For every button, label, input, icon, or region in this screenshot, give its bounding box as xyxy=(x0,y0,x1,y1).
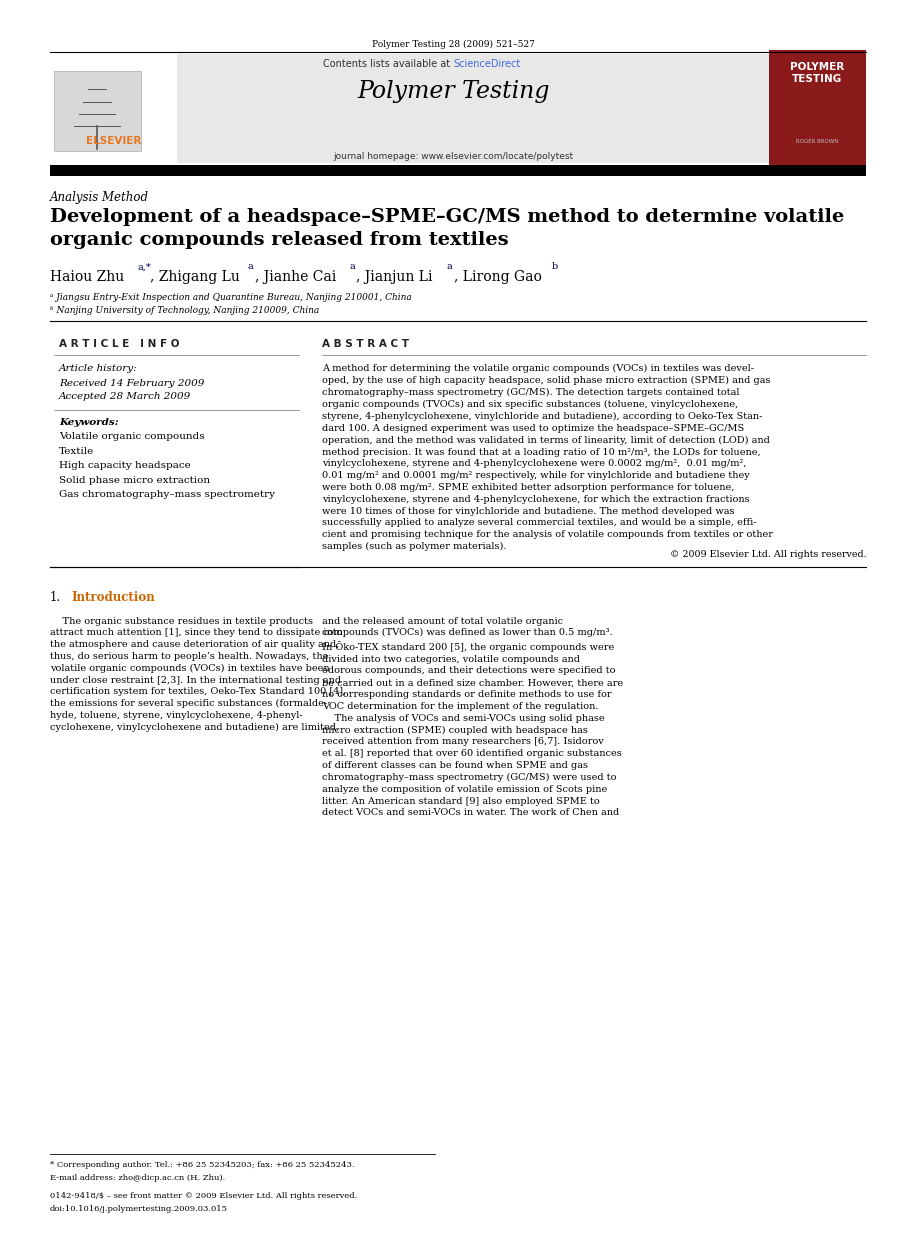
FancyBboxPatch shape xyxy=(769,50,866,168)
Text: a: a xyxy=(446,262,452,271)
Text: A R T I C L E   I N F O: A R T I C L E I N F O xyxy=(59,339,180,349)
Text: and the released amount of total volatile organic
compounds (TVOCs) was defined : and the released amount of total volatil… xyxy=(322,617,623,817)
Text: a: a xyxy=(349,262,355,271)
Text: 1.: 1. xyxy=(50,591,61,604)
Text: a,*: a,* xyxy=(138,262,151,271)
Text: A B S T R A C T: A B S T R A C T xyxy=(322,339,409,349)
Text: , Jianhe Cai: , Jianhe Cai xyxy=(255,270,336,284)
Text: Contents lists available at: Contents lists available at xyxy=(323,59,454,69)
Text: ROGER BROWN: ROGER BROWN xyxy=(796,139,838,144)
Text: © 2009 Elsevier Ltd. All rights reserved.: © 2009 Elsevier Ltd. All rights reserved… xyxy=(669,550,866,558)
Text: E-mail address: zho@dicp.ac.cn (H. Zhu).: E-mail address: zho@dicp.ac.cn (H. Zhu). xyxy=(50,1174,225,1181)
Text: , Zhigang Lu: , Zhigang Lu xyxy=(150,270,239,284)
Text: doi:10.1016/j.polymertesting.2009.03.015: doi:10.1016/j.polymertesting.2009.03.015 xyxy=(50,1205,228,1212)
Text: Analysis Method: Analysis Method xyxy=(50,191,149,204)
Text: , Jianjun Li: , Jianjun Li xyxy=(356,270,433,284)
Text: Volatile organic compounds: Volatile organic compounds xyxy=(59,432,205,441)
Text: A method for determining the volatile organic compounds (VOCs) in textiles was d: A method for determining the volatile or… xyxy=(322,364,773,551)
FancyBboxPatch shape xyxy=(54,71,141,151)
Text: ᵇ Nanjing University of Technology, Nanjing 210009, China: ᵇ Nanjing University of Technology, Nanj… xyxy=(50,306,319,314)
Text: Solid phase micro extraction: Solid phase micro extraction xyxy=(59,475,210,485)
Text: ScienceDirect: ScienceDirect xyxy=(454,59,521,69)
Text: Haiou Zhu: Haiou Zhu xyxy=(50,270,124,284)
Text: Gas chromatography–mass spectrometry: Gas chromatography–mass spectrometry xyxy=(59,490,275,499)
Text: The organic substance residues in textile products
attract much attention [1], s: The organic substance residues in textil… xyxy=(50,617,346,732)
Text: * Corresponding author. Tel.: +86 25 52345203; fax: +86 25 52345243.: * Corresponding author. Tel.: +86 25 523… xyxy=(50,1161,355,1169)
Bar xyxy=(50,165,866,176)
Text: High capacity headspace: High capacity headspace xyxy=(59,462,190,470)
FancyBboxPatch shape xyxy=(50,54,177,163)
Text: Keywords:: Keywords: xyxy=(59,418,119,427)
Text: Polymer Testing 28 (2009) 521–527: Polymer Testing 28 (2009) 521–527 xyxy=(372,40,535,48)
Text: Textile: Textile xyxy=(59,447,94,456)
Text: , Lirong Gao: , Lirong Gao xyxy=(454,270,541,284)
Text: Received 14 February 2009: Received 14 February 2009 xyxy=(59,379,204,387)
Text: Accepted 28 March 2009: Accepted 28 March 2009 xyxy=(59,392,191,401)
Text: b: b xyxy=(551,262,558,271)
Text: 0142-9418/$ – see front matter © 2009 Elsevier Ltd. All rights reserved.: 0142-9418/$ – see front matter © 2009 El… xyxy=(50,1192,357,1200)
Text: a: a xyxy=(248,262,253,271)
FancyBboxPatch shape xyxy=(50,54,866,163)
Text: ELSEVIER: ELSEVIER xyxy=(85,136,141,146)
Text: journal homepage: www.elsevier.com/locate/polytest: journal homepage: www.elsevier.com/locat… xyxy=(334,152,573,161)
Text: ᵃ Jiangsu Entry-Exit Inspection and Quarantine Bureau, Nanjing 210001, China: ᵃ Jiangsu Entry-Exit Inspection and Quar… xyxy=(50,293,412,302)
Text: Development of a headspace–SPME–GC/MS method to determine volatile
organic compo: Development of a headspace–SPME–GC/MS me… xyxy=(50,208,844,249)
Text: Introduction: Introduction xyxy=(72,591,155,604)
Text: POLYMER
TESTING: POLYMER TESTING xyxy=(790,62,844,84)
Text: Article history:: Article history: xyxy=(59,364,138,373)
Text: Polymer Testing: Polymer Testing xyxy=(357,80,550,104)
